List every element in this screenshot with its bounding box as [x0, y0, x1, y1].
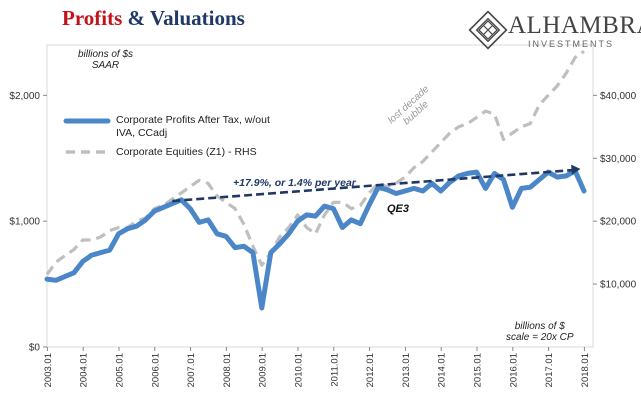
y-right-tick-label: $10,000 — [600, 280, 637, 291]
units-left-line1: billions of $s — [78, 49, 134, 60]
trend-line — [172, 168, 575, 203]
y-right-tick-label: $30,000 — [600, 154, 637, 165]
alhambra-logo-icon — [468, 10, 508, 50]
y-left-tick-label: $2,000 — [9, 91, 40, 102]
x-axis-ticks: 2003.01 2004.01 2005.01 2006.01 2007.01 2008.… — [43, 347, 591, 387]
plot-frame — [46, 44, 594, 348]
title-ampersand: & — [122, 6, 150, 30]
x-tick-label: 2011.01 — [329, 353, 340, 387]
units-right-line1: billions of $ — [514, 321, 565, 332]
x-tick-label: 2008.01 — [222, 353, 233, 387]
trend-label: +17.9%, or 1.4% per year — [233, 177, 356, 189]
x-tick-label: 2013.01 — [401, 353, 412, 387]
trend-arrowhead — [571, 164, 581, 175]
x-tick-label: 2018.01 — [580, 353, 591, 387]
profits-series — [44, 168, 587, 311]
units-left: billions of $s SAAR — [78, 49, 133, 71]
x-tick-label: 2007.01 — [186, 353, 197, 387]
x-tick-label: 2003.01 — [43, 353, 54, 387]
units-right-line2: scale = 20x CP — [506, 332, 574, 343]
title-valuations: Valuations — [149, 6, 245, 30]
y-right-tick-label: $20,000 — [600, 217, 637, 228]
x-tick-label: 2014.01 — [437, 353, 448, 387]
trend-arrow — [172, 164, 581, 203]
legend-label-equities: Corporate Equities (Z1) - RHS — [116, 146, 257, 158]
x-tick-label: 2006.01 — [150, 353, 161, 387]
y-right-tick-label: $40,000 — [600, 91, 637, 102]
units-left-line2: SAAR — [91, 60, 120, 71]
y-left-tick-label: $0 — [29, 343, 41, 354]
x-tick-label: 2005.01 — [114, 353, 125, 387]
equities-line — [45, 49, 585, 276]
y-left-tick-label: $1,000 — [9, 217, 40, 228]
title-profits: Profits — [62, 6, 123, 30]
y-left-ticks: $0 $1,000 $2,000 — [9, 91, 47, 354]
x-tick-label: 2015.01 — [472, 353, 483, 387]
x-tick-label: 2017.01 — [544, 353, 555, 387]
legend-label-profits: Corporate Profits After Tax, w/out IVA, … — [116, 114, 270, 139]
profits-line — [44, 168, 587, 311]
qe3-label: QE3 — [387, 203, 410, 215]
x-tick-label: 2010.01 — [293, 353, 304, 387]
units-right: billions of $ scale = 20x CP — [506, 321, 574, 343]
logo-subtitle: INVESTMENTS — [528, 39, 615, 49]
equities-series — [45, 49, 585, 276]
y-right-ticks: $10,000 $20,000 $30,000 $40,000 — [593, 91, 637, 291]
plot-border — [46, 44, 594, 348]
x-tick-label: 2012.01 — [365, 353, 376, 387]
chart-title: Profits & Valuations — [62, 6, 245, 31]
x-tick-label: 2009.01 — [258, 353, 269, 387]
x-tick-label: 2004.01 — [79, 353, 90, 387]
x-tick-label: 2016.01 — [508, 353, 519, 387]
legend-swatches — [63, 118, 111, 154]
logo-name: ALHAMBRA — [508, 12, 641, 39]
